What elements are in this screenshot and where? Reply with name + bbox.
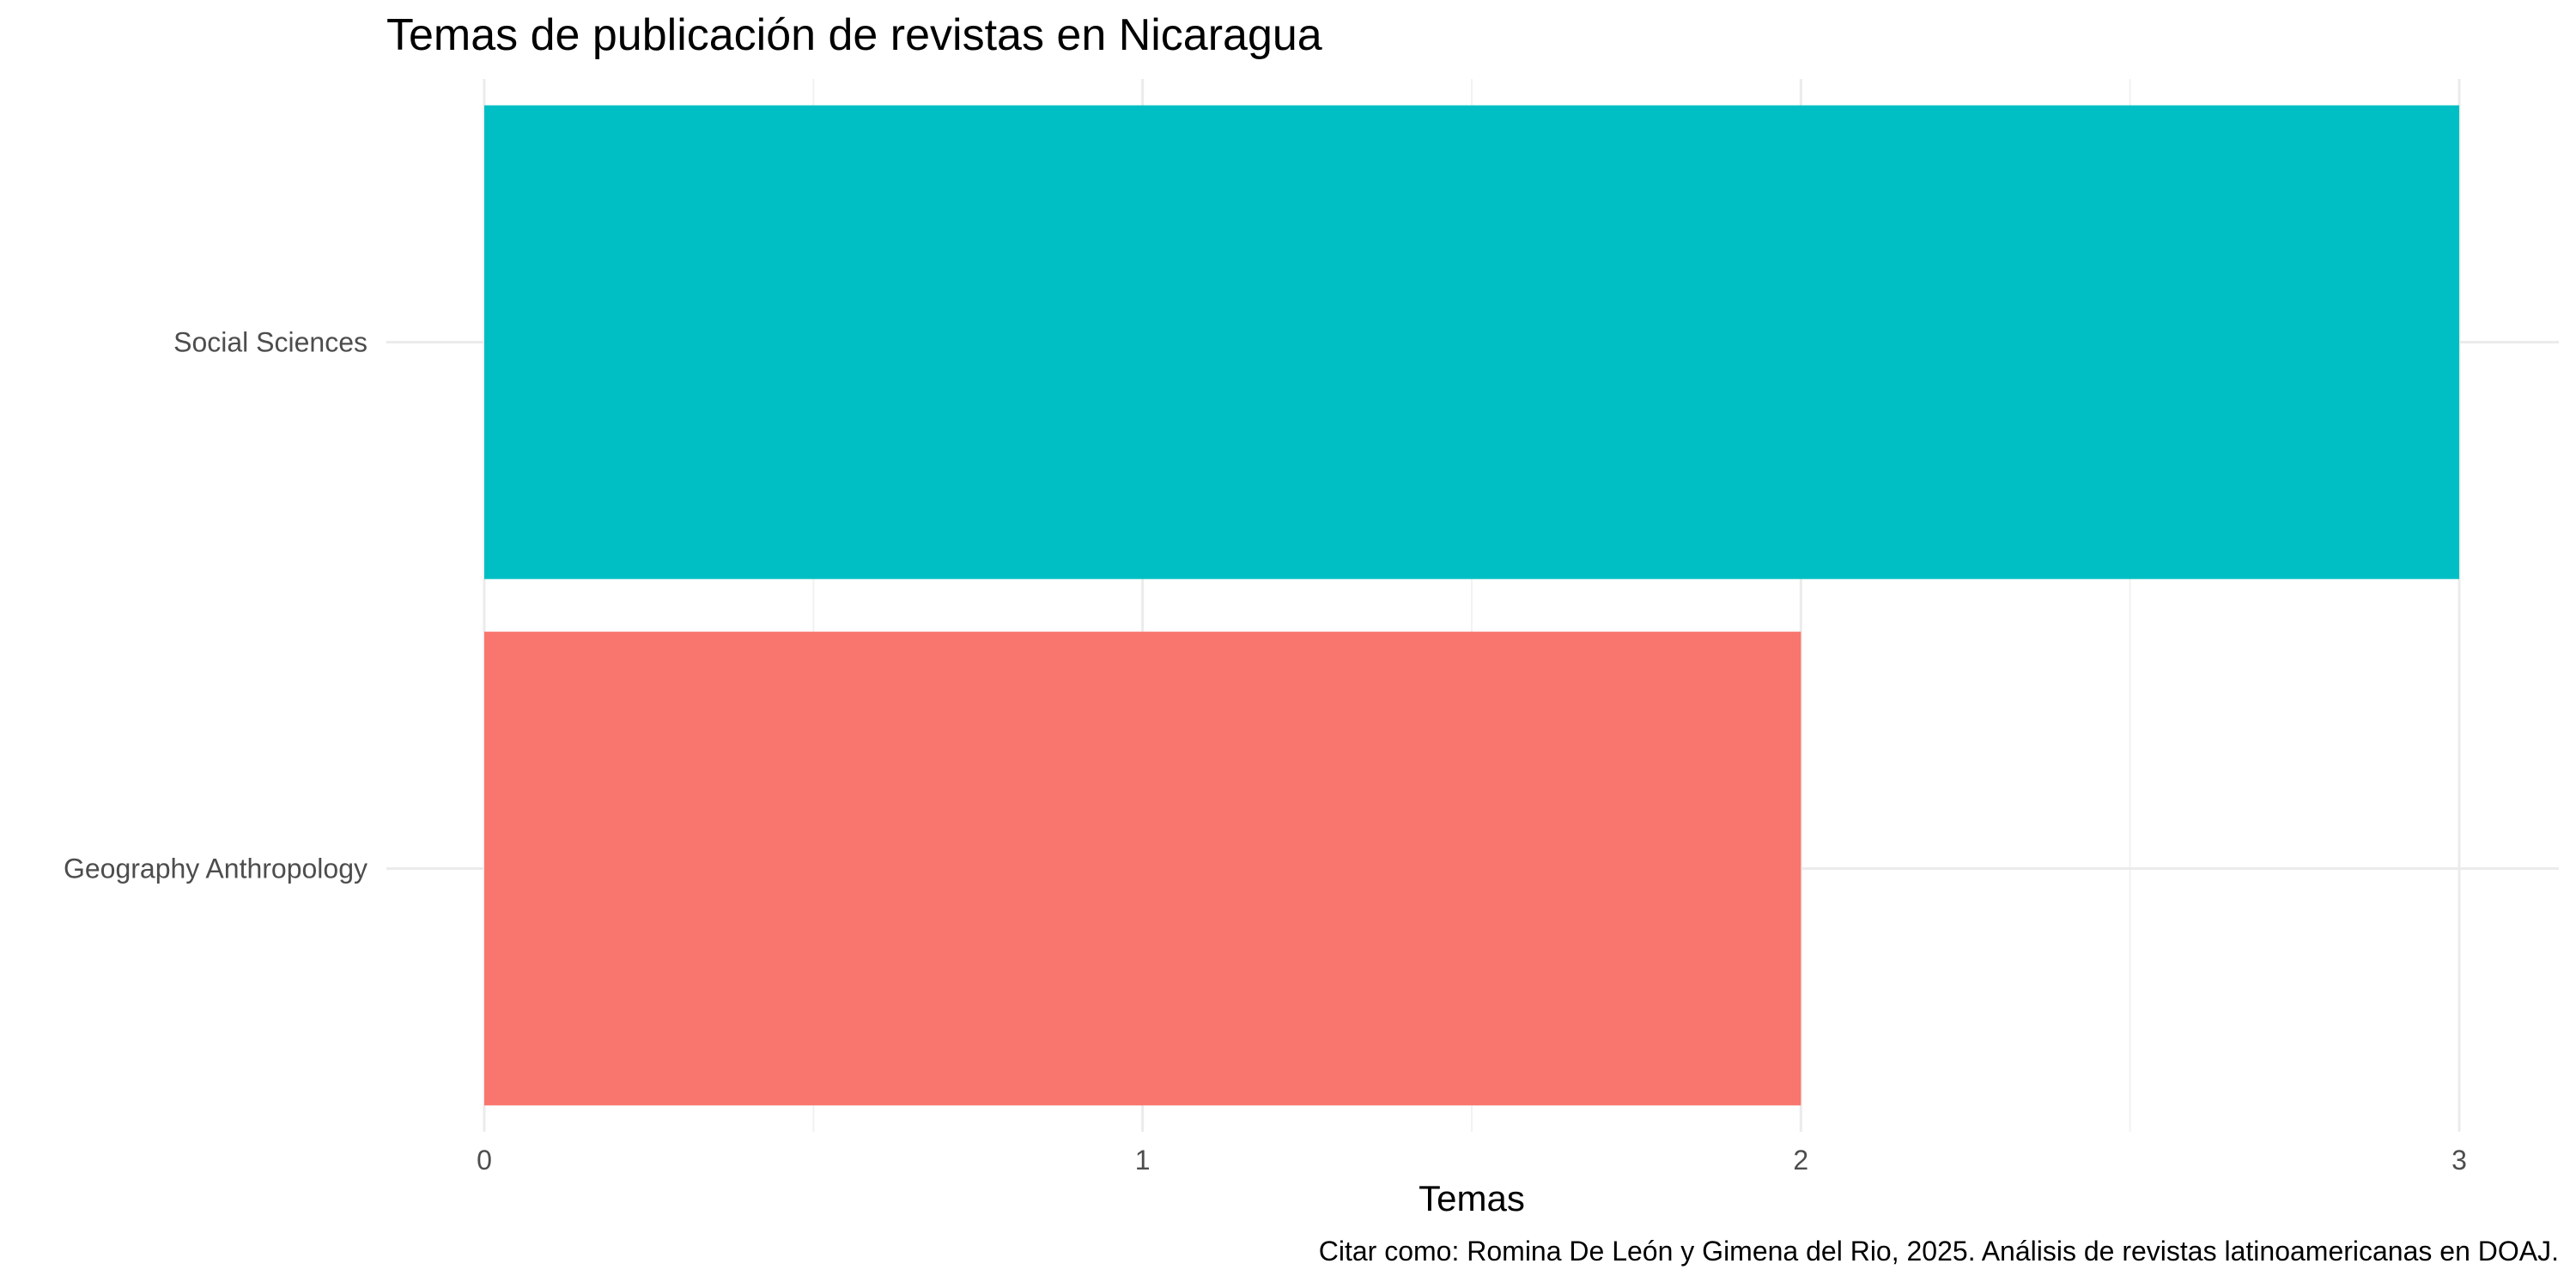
y-tick-label-social-sciences: Social Sciences — [173, 327, 368, 358]
y-tick-label-geography-anthropology: Geography Anthropology — [64, 854, 368, 884]
x-tick-label: 0 — [477, 1145, 492, 1176]
caption: Citar como: Romina De León y Gimena del … — [1319, 1236, 2559, 1267]
bars — [484, 105, 2459, 1106]
x-axis-title: Temas — [1419, 1178, 1525, 1218]
bar-geography-anthropology — [484, 631, 1801, 1106]
x-tick-labels: 0 1 2 3 — [477, 1145, 2467, 1176]
chart-title: Temas de publicación de revistas en Nica… — [386, 10, 1322, 60]
x-tick-label: 2 — [1793, 1145, 1808, 1176]
bar-social-sciences — [484, 105, 2459, 580]
x-tick-label: 3 — [2451, 1145, 2467, 1176]
y-tick-labels: Social Sciences Geography Anthropology — [64, 327, 368, 884]
x-tick-label: 1 — [1135, 1145, 1151, 1176]
